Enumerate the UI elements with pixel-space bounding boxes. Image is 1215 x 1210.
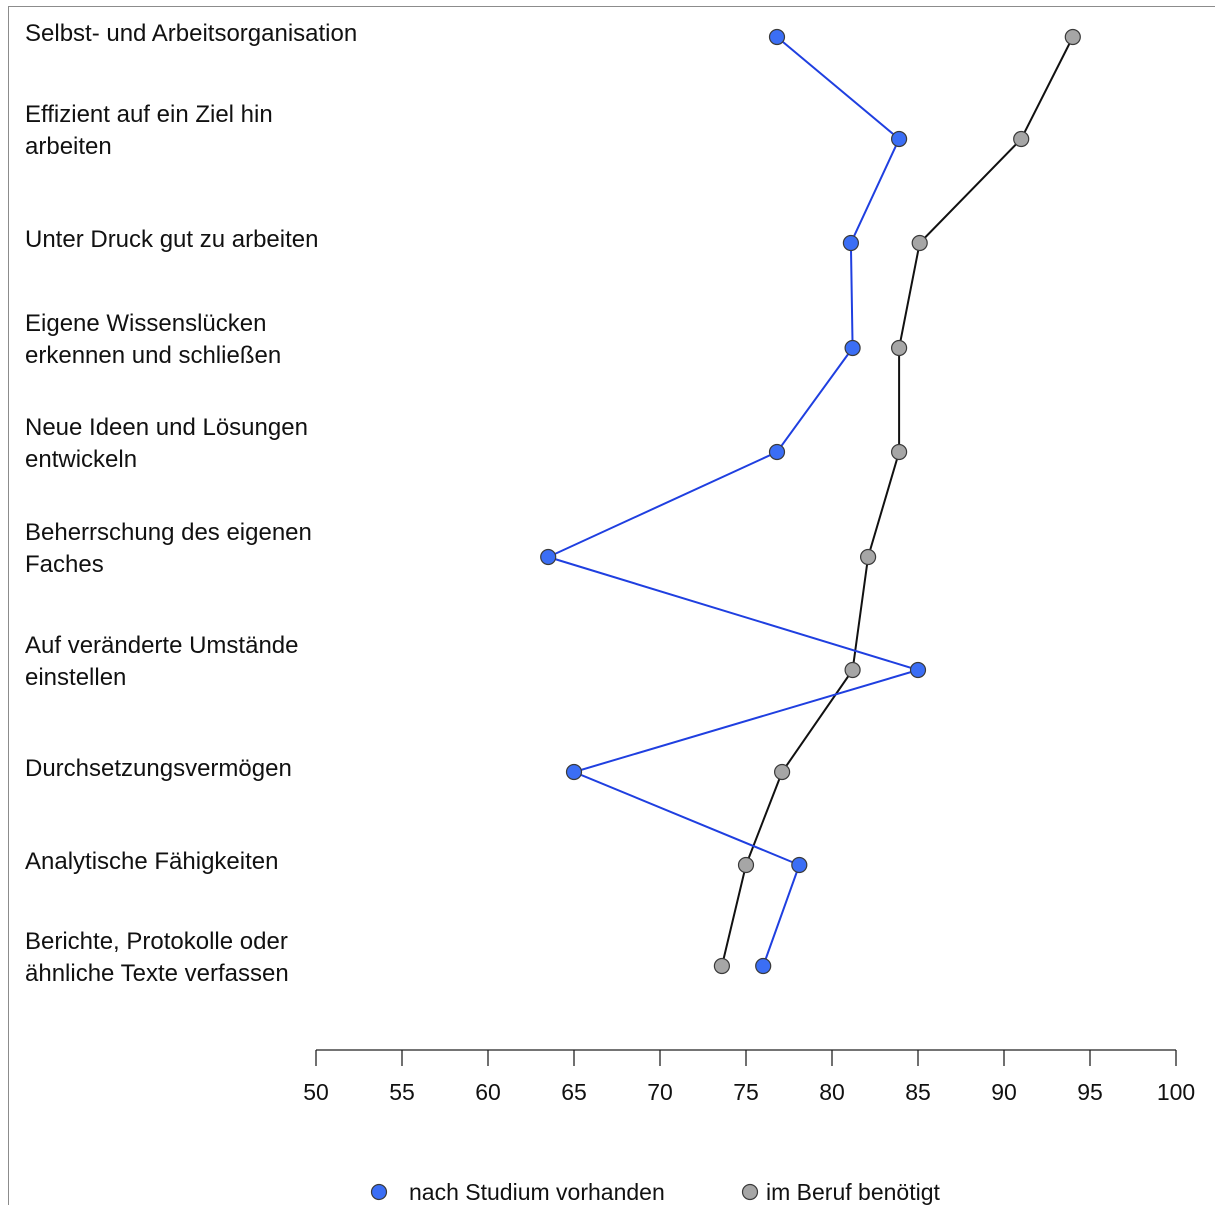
data-point <box>859 548 877 566</box>
category-label: arbeiten <box>25 133 112 160</box>
series-line <box>720 36 1074 967</box>
category-label: erkennen und schließen <box>25 342 281 369</box>
category-label: Faches <box>25 551 104 578</box>
series-line <box>545 36 922 967</box>
legend-label: nach Studium vorhanden <box>409 1179 665 1205</box>
x-tick-label: 85 <box>905 1079 931 1105</box>
category-label: Durchsetzungsvermögen <box>25 755 292 782</box>
data-point <box>768 28 786 46</box>
data-point <box>890 339 908 357</box>
data-point <box>565 763 583 781</box>
category-label: entwickeln <box>25 446 137 473</box>
x-tick-label: 50 <box>303 1079 329 1105</box>
legend-marker <box>741 1183 759 1201</box>
data-point <box>737 856 755 874</box>
data-point <box>890 130 908 148</box>
category-label: Effizient auf ein Ziel hin <box>25 101 273 128</box>
x-tick-label: 75 <box>733 1079 759 1105</box>
category-label: Beherrschung des eigenen <box>25 519 312 546</box>
x-tick-label: 60 <box>475 1079 501 1105</box>
frame-border <box>8 6 1215 1205</box>
x-tick-label: 65 <box>561 1079 587 1105</box>
category-label: Neue Ideen und Lösungen <box>25 414 308 441</box>
data-point <box>791 856 808 874</box>
data-point <box>755 957 772 975</box>
data-point <box>844 339 861 357</box>
data-point <box>540 548 557 566</box>
data-point <box>713 957 731 975</box>
data-point <box>911 234 928 252</box>
data-point <box>1013 130 1030 148</box>
category-label: ähnliche Texte verfassen <box>25 960 289 987</box>
category-label: einstellen <box>25 664 126 691</box>
data-point <box>1064 28 1081 46</box>
x-tick-label: 90 <box>991 1079 1017 1105</box>
category-label: Unter Druck gut zu arbeiten <box>25 226 318 253</box>
data-point <box>844 661 861 679</box>
category-label: Auf veränderte Umstände <box>25 632 298 659</box>
legend-marker <box>370 1183 388 1201</box>
legend-label: im Beruf benötigt <box>766 1179 940 1205</box>
x-tick-label: 55 <box>389 1079 415 1105</box>
x-tick-label: 70 <box>647 1079 673 1105</box>
x-tick-label: 100 <box>1157 1079 1195 1105</box>
x-tick-label: 80 <box>819 1079 845 1105</box>
data-point <box>768 443 786 461</box>
category-label: Analytische Fähigkeiten <box>25 848 278 875</box>
x-tick-label: 95 <box>1077 1079 1103 1105</box>
data-point <box>842 234 860 252</box>
category-label: Eigene Wissenslücken <box>25 310 266 337</box>
data-point <box>890 443 908 461</box>
data-point <box>773 763 791 781</box>
data-point <box>909 661 927 679</box>
category-label: Berichte, Protokolle oder <box>25 928 288 955</box>
category-label: Selbst- und Arbeitsorganisation <box>25 20 357 47</box>
